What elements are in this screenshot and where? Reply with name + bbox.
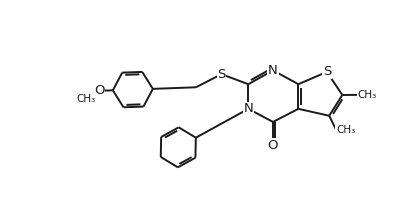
Text: CH₃: CH₃: [358, 90, 377, 100]
Text: N: N: [244, 102, 253, 115]
Text: N: N: [268, 64, 278, 77]
Text: S: S: [217, 68, 226, 81]
Text: CH₃: CH₃: [336, 125, 355, 135]
Text: O: O: [268, 138, 278, 152]
Text: S: S: [323, 65, 331, 78]
Text: CH₃: CH₃: [76, 94, 96, 104]
Text: O: O: [94, 84, 104, 97]
